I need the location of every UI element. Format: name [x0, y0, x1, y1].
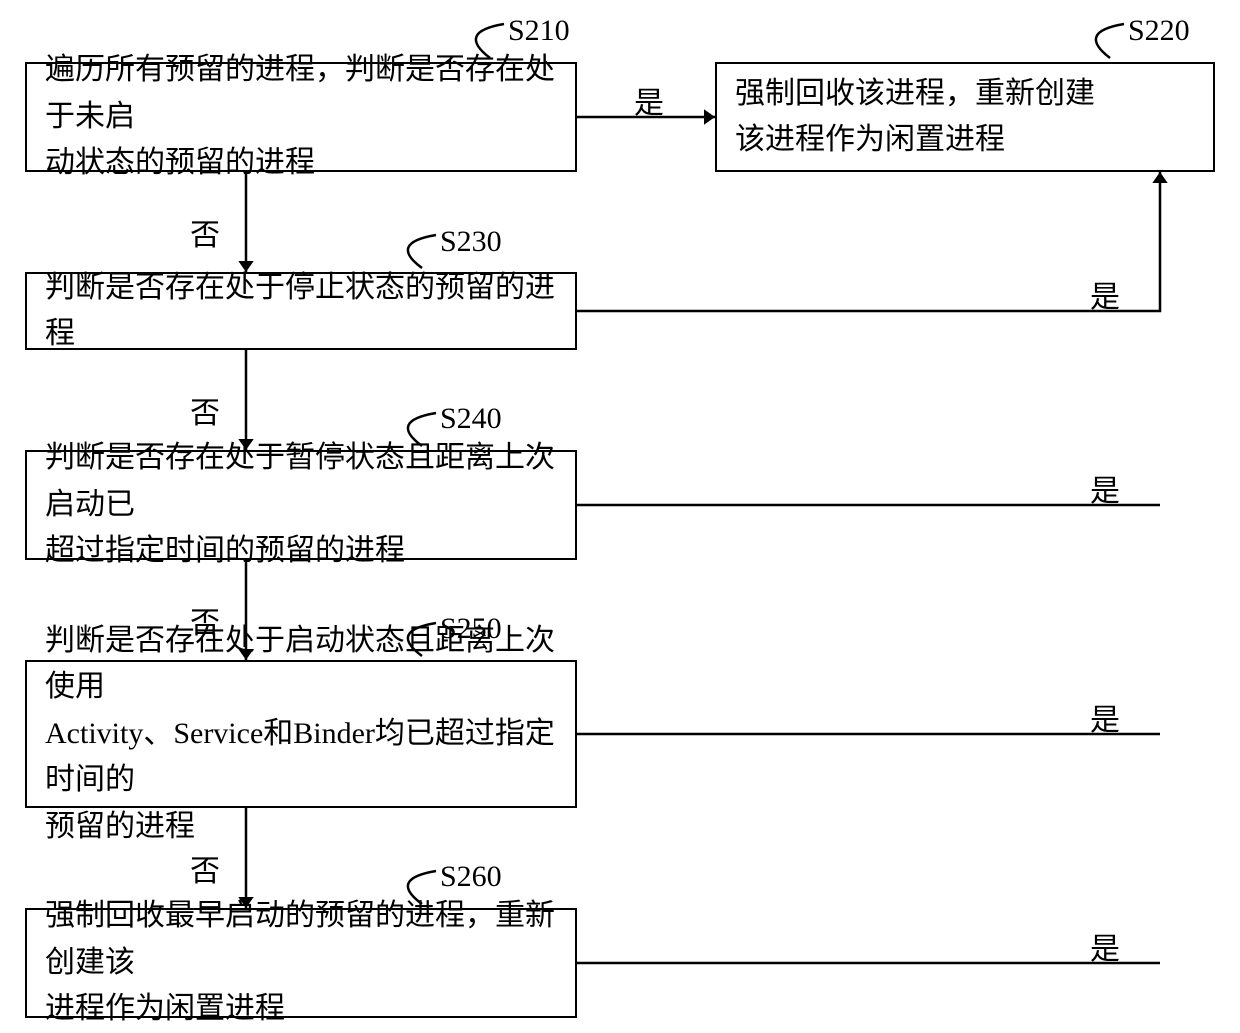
flow-node-text: 动状态的预留的进程: [45, 140, 557, 187]
step-label-s240: S240: [440, 402, 502, 436]
step-label-s250: S250: [440, 612, 502, 646]
edge-label-no: 否: [190, 388, 220, 432]
edge-label-no: 否: [190, 210, 220, 254]
edge-label-no: 否: [190, 598, 220, 642]
step-label-s220: S220: [1128, 14, 1190, 48]
flow-node-text: 超过指定时间的预留的进程: [45, 528, 557, 575]
edge-label-yes: 是: [1090, 466, 1120, 510]
flow-node-s240: 判断是否存在处于暂停状态且距离上次启动已超过指定时间的预留的进程: [25, 450, 577, 560]
flow-node-text: 判断是否存在处于停止状态的预留的进程: [45, 265, 557, 358]
flow-node-text: 遍历所有预留的进程，判断是否存在处于未启: [45, 47, 557, 140]
flow-node-text: 强制回收该进程，重新创建: [735, 71, 1095, 118]
flow-node-text: 强制回收最早启动的预留的进程，重新创建该: [45, 893, 557, 986]
flow-node-s230: 判断是否存在处于停止状态的预留的进程: [25, 272, 577, 350]
step-label-s210: S210: [508, 14, 570, 48]
flow-node-text: 该进程作为闲置进程: [735, 117, 1095, 164]
step-label-s230: S230: [440, 225, 502, 259]
flow-node-text: 判断是否存在处于暂停状态且距离上次启动已: [45, 435, 557, 528]
flow-node-s220: 强制回收该进程，重新创建该进程作为闲置进程: [715, 62, 1215, 172]
step-label-s260: S260: [440, 860, 502, 894]
flow-node-s260: 强制回收最早启动的预留的进程，重新创建该进程作为闲置进程: [25, 908, 577, 1018]
flow-node-s210: 遍历所有预留的进程，判断是否存在处于未启动状态的预留的进程: [25, 62, 577, 172]
edge-label-yes: 是: [1090, 272, 1120, 316]
flowchart-canvas: 遍历所有预留的进程，判断是否存在处于未启动状态的预留的进程 强制回收该进程，重新创…: [0, 0, 1240, 1032]
edge-label-no: 否: [190, 846, 220, 890]
flow-node-text: Activity、Service和Binder均已超过指定时间的: [45, 711, 557, 804]
flow-node-text: 进程作为闲置进程: [45, 986, 557, 1033]
edge-label-yes: 是: [634, 78, 664, 122]
edge-label-yes: 是: [1090, 924, 1120, 968]
flow-node-text: 预留的进程: [45, 804, 557, 851]
edge-label-yes: 是: [1090, 695, 1120, 739]
flow-node-s250: 判断是否存在处于启动状态且距离上次使用Activity、Service和Bind…: [25, 660, 577, 808]
